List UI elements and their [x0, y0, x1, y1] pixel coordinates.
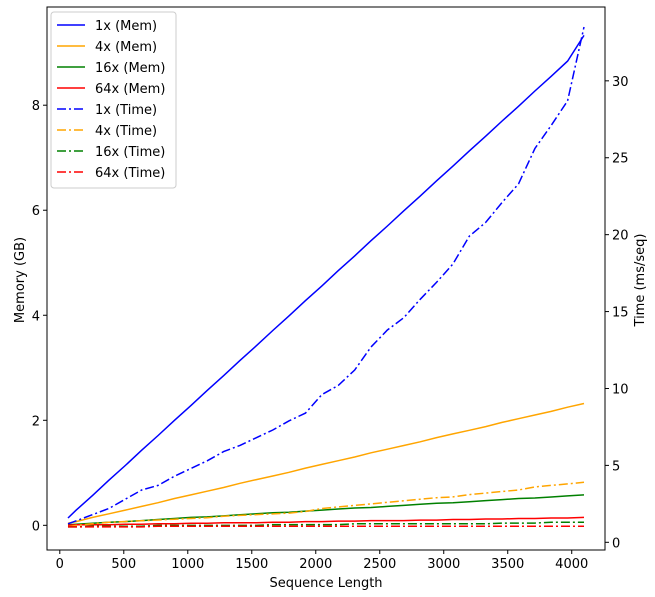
legend-label: 64x (Time)	[95, 166, 165, 181]
x-axis-label: Sequence Length	[269, 576, 382, 591]
legend-label: 1x (Time)	[95, 103, 157, 118]
series-lines	[67, 26, 585, 528]
y-right-tick-label: 0	[612, 536, 620, 551]
y-left-tick-label: 0	[32, 519, 40, 534]
y-left-axis-label: Memory (GB)	[13, 237, 28, 323]
series-line-64x-mem-	[67, 516, 585, 527]
y-right-tick-label: 20	[612, 229, 629, 244]
legend-label: 4x (Mem)	[95, 40, 157, 55]
legend-box	[50, 11, 177, 189]
x-tick-label: 0	[56, 557, 64, 572]
x-tick-label: 3500	[491, 557, 524, 572]
legend-label: 64x (Mem)	[95, 82, 165, 97]
legend: 1x (Mem) 4x (Mem) 16x (Mem) 64x (Mem) 1x (Ti…	[50, 11, 177, 189]
legend-label: 16x (Time)	[95, 145, 165, 160]
x-axis-ticks: 0 500 1000 1500 2000 2500 3000 3500 4000	[56, 550, 588, 572]
y-left-axis-ticks: 0 2 4 6 8	[32, 99, 47, 534]
y-left-tick-label: 4	[32, 309, 40, 324]
y-left-tick-label: 8	[32, 99, 40, 114]
series-line-16x-time-	[68, 521, 584, 528]
series-line-4x-mem-	[67, 402, 585, 524]
y-right-tick-label: 25	[612, 152, 629, 167]
y-right-tick-label: 10	[612, 382, 629, 397]
legend-label: 16x (Mem)	[95, 61, 165, 76]
series-line-1x-mem-	[67, 34, 585, 519]
y-left-tick-label: 2	[32, 414, 40, 429]
legend-label: 4x (Time)	[95, 124, 157, 139]
series-line-1x-time-	[67, 26, 585, 525]
x-tick-label: 2500	[363, 557, 396, 572]
y-right-tick-label: 15	[612, 306, 629, 321]
y-right-axis-label: Time (ms/seq)	[633, 234, 648, 328]
y-right-tick-label: 30	[612, 75, 629, 90]
plot-area	[46, 6, 606, 551]
series-line-16x-mem-	[67, 494, 585, 526]
x-tick-label: 1500	[235, 557, 268, 572]
x-tick-label: 1000	[171, 557, 204, 572]
y-left-tick-label: 6	[32, 204, 40, 219]
x-tick-label: 500	[111, 557, 136, 572]
series-line-4x-time-	[67, 481, 585, 528]
x-tick-label: 3000	[427, 557, 460, 572]
legend-label: 1x (Mem)	[95, 19, 157, 34]
y-right-axis-ticks: 0 5 10 15 20 25 30	[605, 75, 629, 551]
series-line-64x-time-	[68, 525, 584, 528]
y-right-tick-label: 5	[612, 459, 620, 474]
x-tick-label: 4000	[555, 557, 588, 572]
x-tick-label: 2000	[299, 557, 332, 572]
